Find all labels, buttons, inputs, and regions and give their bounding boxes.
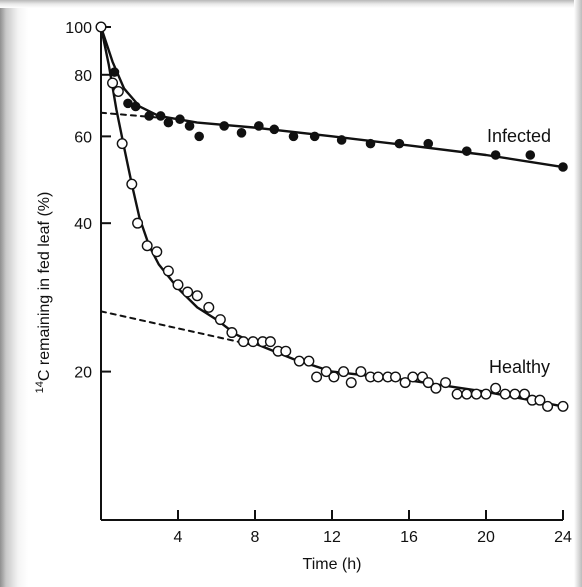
- healthy-data-point: [303, 355, 315, 367]
- x-ticks: 4 8 12 16 20 24: [174, 510, 572, 546]
- healthy-extrapolation-line: [100, 310, 256, 347]
- infected-data-point: [254, 121, 264, 131]
- infected-data-point: [130, 101, 141, 112]
- healthy-data-point: [499, 388, 511, 400]
- infected-data-point: [194, 131, 204, 142]
- axes-layer: 4 8 12 16 20 24 20 40 60 80 100 Time (h) 14C rema…: [34, 20, 572, 573]
- healthy-data-point: [451, 388, 463, 400]
- healthy-data-point: [293, 355, 305, 367]
- healthy-data-point: [355, 366, 367, 378]
- x-tick-label: 4: [174, 529, 183, 546]
- healthy-data-point: [247, 336, 259, 348]
- healthy-data-point: [264, 336, 276, 348]
- healthy-data-point: [95, 21, 107, 33]
- top-shadow-edge: [0, 0, 582, 8]
- x-tick-label: 20: [477, 529, 495, 546]
- infected-data-point: [423, 138, 434, 149]
- healthy-data-point: [126, 178, 138, 190]
- y-tick-label: 100: [65, 20, 92, 37]
- healthy-data-point: [509, 388, 521, 400]
- healthy-data-point: [182, 286, 194, 298]
- healthy-data-point: [557, 400, 569, 412]
- infected-extrapolation-line: [100, 111, 160, 119]
- infected-data-point: [288, 131, 299, 142]
- series-layer: [95, 21, 569, 412]
- x-tick-label: 8: [251, 529, 260, 546]
- healthy-data-point: [132, 217, 144, 229]
- x-tick-label: 12: [323, 529, 341, 546]
- healthy-data-point: [320, 366, 332, 378]
- infected-data-point: [175, 114, 185, 125]
- infected-data-point: [155, 111, 166, 121]
- infected-data-point: [269, 124, 280, 135]
- infected-data-point: [219, 121, 229, 131]
- infected-series-label: Infected: [487, 126, 551, 146]
- healthy-data-point: [430, 382, 442, 394]
- healthy-series-label: Healthy: [489, 357, 550, 377]
- infected-data-point: [365, 138, 376, 149]
- infected-data-point: [236, 128, 247, 138]
- healthy-data-point: [480, 388, 492, 400]
- healthy-data-point: [116, 138, 128, 150]
- right-shadow-edge: [574, 0, 582, 587]
- healthy-data-point: [107, 77, 119, 89]
- left-shadow-edge: [0, 0, 28, 587]
- healthy-data-point: [422, 377, 434, 389]
- infected-data-point: [336, 135, 347, 145]
- infected-data-point: [163, 117, 174, 128]
- infected-data-point: [558, 162, 568, 172]
- y-axis-title-main: C remaining in fed leaf (%): [36, 192, 53, 381]
- healthy-data-point: [407, 371, 419, 383]
- healthy-data-point: [440, 377, 452, 389]
- healthy-fit-line: [99, 25, 565, 408]
- healthy-data-point: [311, 371, 323, 383]
- healthy-data-point: [399, 377, 411, 389]
- infected-data-point: [490, 150, 501, 160]
- healthy-data-point: [237, 336, 249, 348]
- y-ticks: 20 40 60 80 100: [65, 20, 111, 382]
- healthy-data-point: [534, 394, 546, 406]
- y-tick-label: 80: [74, 68, 92, 85]
- healthy-data-point: [280, 345, 292, 357]
- infected-data-point: [461, 146, 472, 156]
- healthy-data-point: [461, 388, 473, 400]
- y-axis-title: 14C remaining in fed leaf (%): [34, 192, 53, 394]
- infected-data-point: [144, 111, 154, 121]
- infected-data-point: [309, 131, 320, 142]
- healthy-data-point: [519, 388, 531, 400]
- healthy-data-point: [162, 265, 174, 277]
- x-tick-label: 24: [554, 529, 572, 546]
- x-axis-title: Time (h): [303, 556, 362, 573]
- infected-fit-line: [99, 25, 565, 169]
- healthy-data-point: [338, 366, 350, 378]
- infected-data-point: [394, 138, 405, 149]
- healthy-data-point: [141, 240, 153, 252]
- infected-data-point: [525, 150, 536, 160]
- y-tick-label: 40: [74, 216, 92, 233]
- healthy-data-point: [214, 314, 226, 326]
- healthy-data-point: [328, 371, 340, 383]
- healthy-data-point: [490, 382, 502, 394]
- healthy-data-point: [470, 388, 482, 400]
- healthy-data-point: [345, 377, 357, 389]
- healthy-data-point: [226, 327, 238, 339]
- y-tick-label: 20: [74, 365, 92, 382]
- healthy-data-point: [112, 85, 124, 97]
- healthy-data-point: [542, 400, 554, 412]
- healthy-data-point: [191, 290, 203, 302]
- y-axis-title-superscript: 14: [34, 381, 46, 393]
- y-tick-label: 60: [74, 129, 92, 146]
- healthy-data-point: [390, 371, 402, 383]
- healthy-data-point: [151, 246, 163, 258]
- infected-data-point: [184, 121, 195, 131]
- x-tick-label: 16: [400, 529, 418, 546]
- healthy-data-point: [372, 371, 384, 383]
- healthy-data-point: [203, 301, 215, 313]
- healthy-data-point: [172, 279, 184, 291]
